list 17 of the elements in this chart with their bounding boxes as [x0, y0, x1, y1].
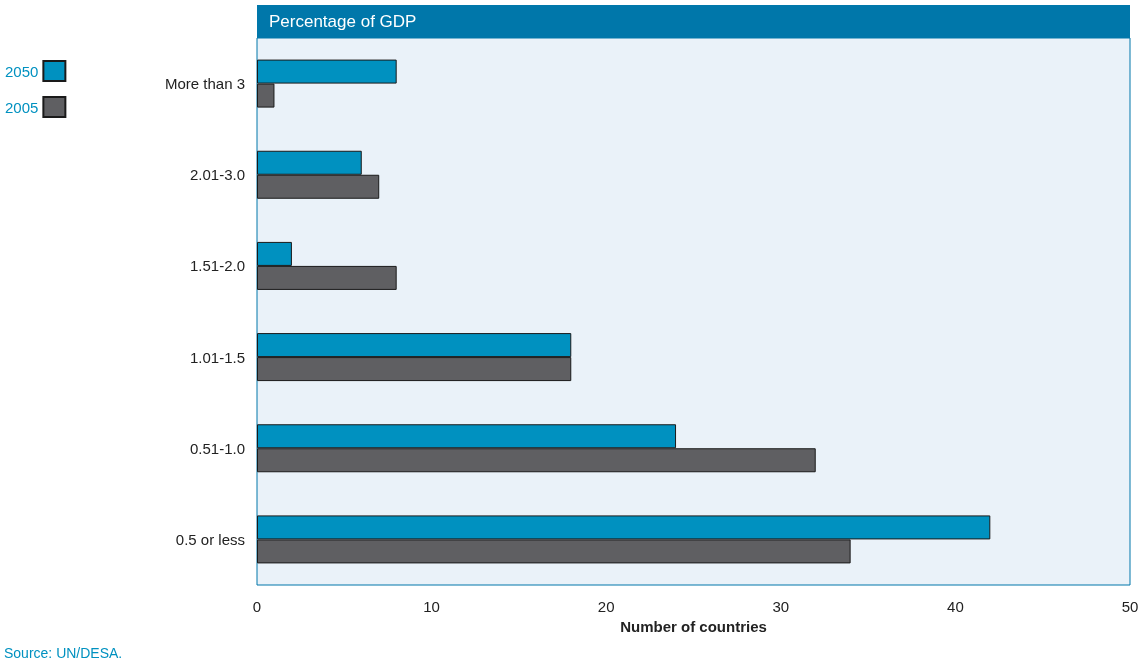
x-tick-label: 50 — [1121, 598, 1139, 615]
x-tick-label: 10 — [423, 598, 440, 615]
y-tick-label: 0.5 or less — [175, 530, 245, 548]
source-note: Source: UN/DESA. — [4, 645, 123, 661]
legend-label: 2050 — [4, 62, 39, 80]
chart-title: Percentage of GDP — [257, 5, 1130, 38]
y-tick-label: 1.01-1.5 — [189, 348, 245, 366]
y-tick-label: 1.51-2.0 — [189, 257, 245, 275]
y-tick-label: 0.51-1.0 — [189, 439, 245, 457]
x-tick-label: 20 — [597, 598, 615, 615]
x-tick-label: 0 — [252, 598, 262, 615]
x-tick-label: 40 — [947, 598, 964, 615]
x-axis-title: Number of countries — [620, 618, 767, 635]
x-tick-label: 30 — [772, 598, 790, 615]
y-tick-label: More than 3 — [164, 75, 245, 93]
y-tick-label: 2.01-3.0 — [189, 166, 245, 184]
legend-label: 2005 — [4, 98, 39, 116]
